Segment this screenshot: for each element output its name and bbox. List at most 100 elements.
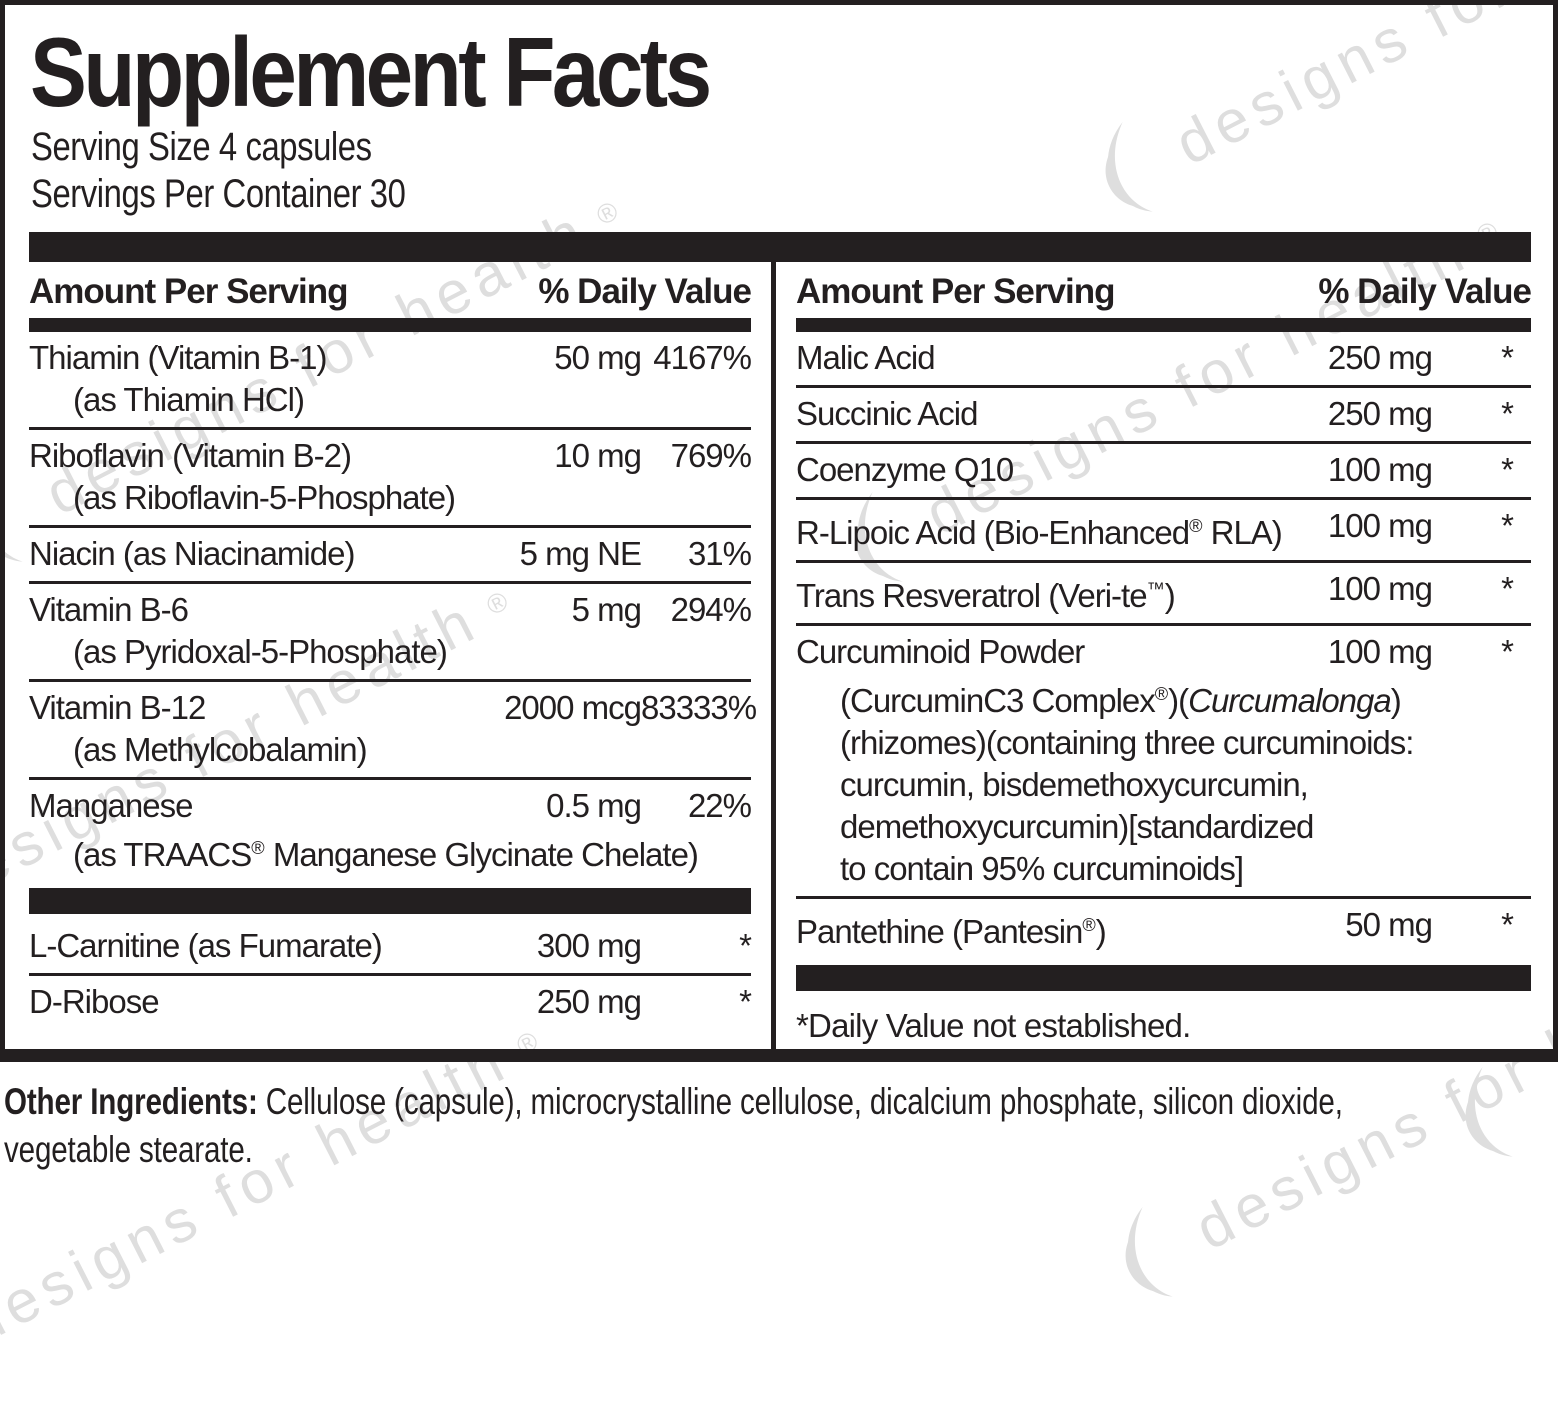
nutrient-dv: 31% (687, 535, 752, 573)
nutrient-name: Manganese (29, 787, 193, 825)
nutrient-amount: 0.5 mg (546, 787, 642, 825)
nutrient-amount: 300 mg (536, 927, 642, 965)
row-main: L-Carnitine (as Fumarate) 300 mg * (29, 925, 752, 967)
nutrient-row-curcuminoid-powder: Curcuminoid Powder 100 mg * (CurcuminC3 … (796, 626, 1531, 900)
name-text: ) (1164, 577, 1176, 615)
nutrient-source: (as Thiamin HCl) (73, 381, 305, 419)
nutrient-amount: 100 mg (1327, 570, 1433, 608)
nutrient-amount: 5 mg (571, 591, 642, 629)
nutrient-row-succinic-acid: Succinic Acid 250 mg * (796, 388, 1531, 445)
nutrient-amount: 100 mg (1327, 451, 1433, 489)
panel-title: Supplement Facts (30, 17, 712, 127)
header-divider-bar (29, 318, 751, 333)
registered-mark: ® (251, 838, 265, 859)
section-divider-bar (796, 965, 1531, 992)
nutrient-name: Vitamin B-6 (29, 591, 189, 629)
row-main: Pantethine (Pantesin®) 50 mg * (796, 904, 1531, 953)
nutrient-amount: 100 mg (1327, 633, 1433, 671)
nutrient-name: L-Carnitine (as Fumarate) (29, 927, 383, 965)
watermark (1420, 1053, 1549, 1187)
header-divider-bar (796, 318, 1531, 333)
nutrient-amount: 50 mg (1345, 906, 1433, 944)
nutrient-row-malic-acid: Malic Acid 250 mg * (796, 332, 1531, 389)
other-ingredients: Other Ingredients: Cellulose (capsule), … (4, 1078, 1540, 1174)
nutrient-source: demethoxycurcumin)[standardized (840, 808, 1314, 846)
nutrient-dv: 294% (670, 591, 752, 629)
nutrient-dv: * (1501, 570, 1514, 608)
nutrient-amount: 2000 mcg (504, 689, 642, 727)
nutrient-amount: 250 mg (1327, 339, 1433, 377)
nutrient-name: Niacin (as Niacinamide) (29, 535, 355, 573)
nutrient-amount: 250 mg (536, 983, 642, 1021)
nutrient-source: (rhizomes)(containing three curcuminoids… (840, 724, 1414, 762)
nutrient-name: Thiamin (Vitamin B-1) (29, 339, 327, 377)
registered-mark: ® (1082, 915, 1096, 936)
header-daily-value: % Daily Value (538, 272, 752, 312)
nutrient-dv: * (1501, 507, 1514, 545)
nutrient-row-niacin: Niacin (as Niacinamide) 5 mg NE 31% (29, 528, 752, 585)
other-ingredients-line: vegetable stearate. (4, 1129, 253, 1171)
row-main: Succinic Acid 250 mg * (796, 393, 1531, 435)
facts-columns: Amount Per Serving % Daily Value Thiamin… (29, 262, 1531, 1050)
left-column: Amount Per Serving % Daily Value Thiamin… (29, 262, 757, 1049)
other-ingredients-line: Other Ingredients: Cellulose (capsule), … (4, 1078, 1540, 1126)
row-main: Trans Resveratrol (Veri-te™) 100 mg * (796, 568, 1531, 617)
source-text: (as TRAACS (73, 836, 252, 874)
nutrient-name: R-Lipoic Acid (Bio-Enhanced® RLA) (796, 505, 1302, 554)
source-text: ) (1390, 682, 1402, 720)
nutrient-name: D-Ribose (29, 983, 160, 1021)
column-divider (771, 262, 776, 1050)
nutrient-amount: 10 mg (554, 437, 642, 475)
row-main: Manganese 0.5 mg 22% (29, 785, 752, 827)
nutrient-amount: 5 mg NE (519, 535, 642, 573)
row-main: Vitamin B-12 2000 mcg 83333% (29, 687, 757, 729)
nutrient-row-pantethine: Pantethine (Pantesin®) 50 mg * (796, 899, 1531, 959)
watermark: designs for health® (1060, 0, 1558, 243)
nutrient-dv: 769% (670, 437, 752, 475)
trademark-mark: ™ (1146, 579, 1165, 600)
nutrient-name: Succinic Acid (796, 395, 978, 433)
nutrient-source: (CurcuminC3 Complex®)(Curcumalonga) (796, 673, 1531, 722)
other-ingredients-label: Other Ingredients: (4, 1081, 258, 1122)
nutrient-source: (as Methylcobalamin) (73, 731, 368, 769)
nutrient-row-vitamin-b6: Vitamin B-6 5 mg 294% (as Pyridoxal-5-Ph… (29, 584, 752, 683)
supplement-facts-panel: Supplement Facts Serving Size 4 capsules… (0, 0, 1558, 1062)
source-text: )( (1168, 682, 1189, 720)
nutrient-dv: * (1501, 906, 1514, 944)
nutrient-row-thiamin: Thiamin (Vitamin B-1) 50 mg 4167% (as Th… (29, 332, 752, 431)
brand-leaf-icon (1465, 1066, 1513, 1157)
nutrient-row-trans-resveratrol: Trans Resveratrol (Veri-te™) 100 mg * (796, 563, 1531, 627)
other-ingredients-text: Cellulose (capsule), microcrystalline ce… (257, 1081, 1343, 1122)
nutrient-name: Curcuminoid Powder (796, 633, 1085, 671)
row-main: Thiamin (Vitamin B-1) 50 mg 4167% (29, 337, 752, 379)
row-main: D-Ribose 250 mg * (29, 981, 752, 1023)
supplement-label: { "title": "Supplement Facts", "serving"… (0, 0, 1558, 1357)
daily-value-footnote: *Daily Value not established. (796, 1007, 1191, 1045)
nutrient-row-d-ribose: D-Ribose 250 mg * (29, 976, 752, 1029)
name-text: Pantethine (Pantesin (796, 913, 1083, 951)
nutrient-dv: * (739, 927, 752, 965)
nutrient-source: (as TRAACS® Manganese Glycinate Chelate) (29, 827, 751, 876)
row-main: Coenzyme Q10 100 mg * (796, 449, 1531, 491)
nutrient-row-r-lipoic-acid: R-Lipoic Acid (Bio-Enhanced® RLA) 100 mg… (796, 500, 1531, 564)
nutrient-name: Malic Acid (796, 339, 936, 377)
nutrient-dv: * (1501, 339, 1514, 377)
nutrient-source: to contain 95% curcuminoids] (840, 850, 1244, 888)
name-text: RLA) (1202, 514, 1283, 552)
nutrient-name: Coenzyme Q10 (796, 451, 1014, 489)
nutrient-amount: 100 mg (1327, 507, 1433, 545)
row-main: Malic Acid 250 mg * (796, 337, 1531, 379)
nutrient-source: (as Pyridoxal-5-Phosphate) (73, 633, 448, 671)
watermark-text: designs for health (0, 1025, 520, 1358)
left-column-header: Amount Per Serving % Daily Value (29, 262, 752, 318)
nutrient-dv: * (1501, 395, 1514, 433)
brand-leaf-icon (1105, 121, 1153, 212)
section-divider-bar (29, 888, 751, 915)
name-text: Trans Resveratrol (Veri-te (796, 577, 1148, 615)
registered-mark: ® (1189, 516, 1203, 537)
right-column: Amount Per Serving % Daily Value Malic A… (796, 262, 1531, 1049)
nutrient-amount: 50 mg (554, 339, 642, 377)
nutrient-name: Trans Resveratrol (Veri-te™) (796, 568, 1302, 617)
nutrient-name: Pantethine (Pantesin®) (796, 904, 1302, 953)
nutrient-dv: * (739, 983, 752, 1021)
